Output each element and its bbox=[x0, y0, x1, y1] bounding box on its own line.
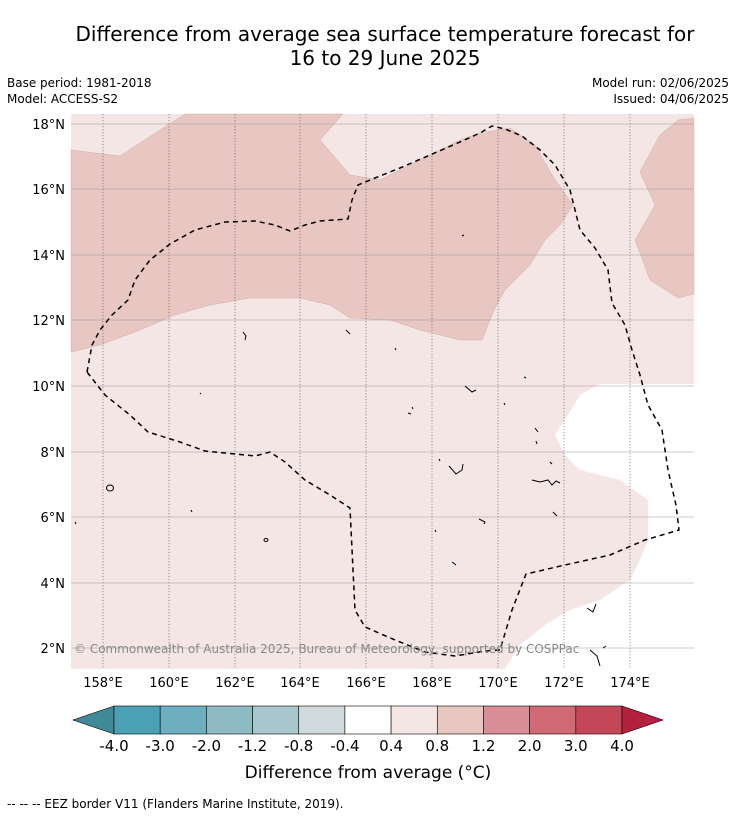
latitude-axis: 18°N 16°N 14°N 12°N 10°N 8°N 6°N 4°N 2°N bbox=[32, 118, 65, 657]
colorbar-segment bbox=[206, 705, 253, 735]
map-title: Difference from average sea surface temp… bbox=[40, 22, 730, 70]
colorbar-title: Difference from average (°C) bbox=[244, 763, 492, 783]
colorbar-tick-label: 0.4 bbox=[379, 737, 403, 755]
title-line-2: 16 to 29 June 2025 bbox=[289, 46, 481, 70]
model-run: Model run: 02/06/2025 bbox=[591, 76, 729, 90]
lon-label: 168°E bbox=[412, 676, 452, 691]
colorbar-segment bbox=[159, 705, 207, 735]
colorbar-segment bbox=[436, 705, 484, 735]
colorbar-tick-label: -1.2 bbox=[238, 737, 267, 755]
colorbar-under-arrow bbox=[72, 705, 115, 735]
issued-date: Issued: 04/06/2025 bbox=[613, 92, 729, 106]
colorbar bbox=[72, 705, 664, 735]
colorbar-segment bbox=[252, 705, 300, 735]
lat-label: 16°N bbox=[32, 183, 65, 198]
colorbar-segment bbox=[113, 705, 161, 735]
warm-region-main bbox=[70, 113, 574, 353]
colorbar-segment bbox=[298, 705, 346, 735]
colorbar-ticks: -4.0 -3.0 -2.0 -1.2 -0.8 -0.4 0.4 0.8 1.2 2.0 3.0 4… bbox=[99, 737, 634, 755]
model-name: Model: ACCESS-S2 bbox=[7, 92, 119, 106]
longitude-axis: 158°E 160°E 162°E 164°E 166°E 168°E 170°… bbox=[83, 676, 650, 691]
warm-region-east bbox=[634, 117, 695, 299]
colorbar-tick-label: -4.0 bbox=[99, 737, 128, 755]
lon-label: 170°E bbox=[478, 676, 518, 691]
colorbar-tick-label: 1.2 bbox=[472, 737, 496, 755]
lat-label: 18°N bbox=[32, 118, 65, 133]
meridian-lines bbox=[102, 114, 631, 669]
meta-right: Model run: 02/06/2025 Issued: 04/06/2025 bbox=[592, 75, 729, 107]
colorbar-tick-label: 3.0 bbox=[564, 737, 588, 755]
lon-label: 172°E bbox=[544, 676, 584, 691]
colorbar-segment bbox=[529, 705, 577, 735]
neutral-region bbox=[505, 384, 694, 669]
copyright-text: © Commonwealth of Australia 2025, Bureau… bbox=[74, 642, 579, 656]
lon-label: 162°E bbox=[215, 676, 255, 691]
colorbar-tick-label: -3.0 bbox=[146, 737, 175, 755]
colorbar-segment bbox=[575, 705, 623, 735]
lat-label: 4°N bbox=[41, 577, 66, 592]
colorbar-tick-label: -2.0 bbox=[192, 737, 221, 755]
colorbar-over-arrow bbox=[621, 705, 664, 735]
lon-label: 166°E bbox=[346, 676, 386, 691]
lat-label: 12°N bbox=[32, 314, 65, 329]
lat-label: 14°N bbox=[32, 249, 65, 264]
lat-label: 6°N bbox=[41, 511, 66, 526]
colorbar-tick-label: -0.8 bbox=[284, 737, 313, 755]
eez-footnote: -- -- -- EEZ border V11 (Flanders Marine… bbox=[7, 797, 344, 811]
title-line-1: Difference from average sea surface temp… bbox=[75, 22, 695, 46]
eez-border bbox=[86, 125, 680, 657]
colorbar-tick-label: -0.4 bbox=[330, 737, 359, 755]
meta-left: Base period: 1981-2018 Model: ACCESS-S2 bbox=[7, 75, 152, 107]
islands bbox=[74, 234, 607, 667]
lat-label: 10°N bbox=[32, 380, 65, 395]
colorbar-tick-label: 4.0 bbox=[610, 737, 634, 755]
lat-label: 8°N bbox=[41, 446, 66, 461]
base-period: Base period: 1981-2018 bbox=[7, 76, 152, 90]
lat-label: 2°N bbox=[41, 642, 66, 657]
lon-label: 160°E bbox=[149, 676, 189, 691]
colorbar-tick-label: 2.0 bbox=[518, 737, 542, 755]
colorbar-segment bbox=[483, 705, 530, 735]
colorbar-segment bbox=[344, 705, 392, 735]
lon-label: 164°E bbox=[280, 676, 320, 691]
lon-label: 158°E bbox=[83, 676, 123, 691]
parallel-lines bbox=[71, 123, 694, 649]
lon-label: 174°E bbox=[610, 676, 650, 691]
colorbar-tick-label: 0.8 bbox=[425, 737, 449, 755]
colorbar-segment bbox=[390, 705, 438, 735]
